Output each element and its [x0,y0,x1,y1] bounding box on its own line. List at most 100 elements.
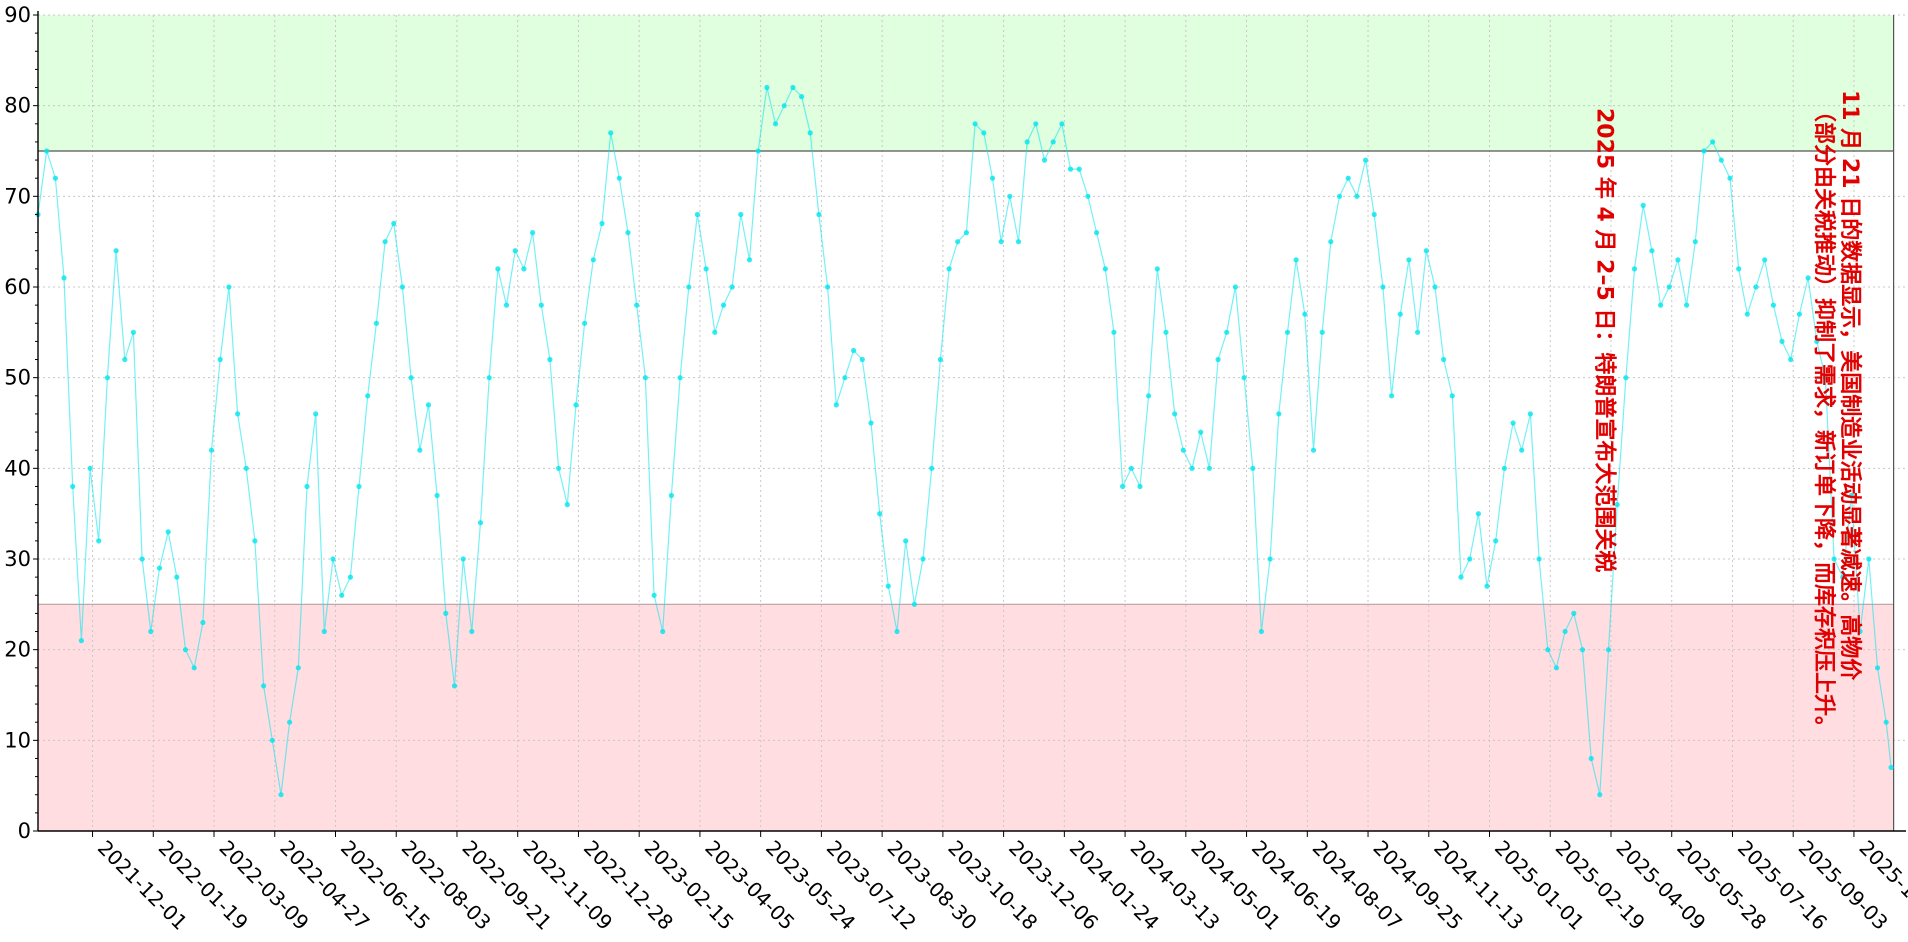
data-point [347,574,353,580]
data-point [712,329,718,335]
data-point [1684,302,1690,308]
data-point [1120,483,1126,490]
data-point [877,511,883,517]
data-point [495,266,501,272]
data-point [842,375,848,381]
data-point [1467,556,1473,562]
data-point [382,239,388,245]
data-point [651,592,657,598]
annotations: 2025 年 4 月 2–5 日：特朗普宣布大范围关税 11 月 21 日的数据… [1591,90,1863,738]
data-point [634,302,640,308]
y-tick-label: 70 [4,184,31,208]
data-point [469,628,475,635]
data-point [738,211,744,218]
y-tick-label: 90 [4,3,31,27]
data-point [1874,665,1881,671]
data-point [208,447,215,453]
data-point [686,284,692,290]
data-point [1224,329,1230,335]
data-point [1180,447,1186,453]
data-point [113,248,119,254]
data-point [174,574,180,580]
y-tick-label: 30 [4,547,31,571]
data-point [1397,311,1403,317]
data-point [1883,719,1889,725]
data-point [1727,175,1733,181]
data-point [1380,284,1386,290]
data-point [235,411,241,417]
data-point [1614,502,1620,508]
data-point [1336,193,1343,199]
data-point [1458,574,1464,580]
y-axis-ticks: 0 10 20 30 40 50 60 70 80 90 [4,3,38,843]
data-point [1848,492,1855,499]
data-point [486,375,492,381]
data-point [903,538,909,544]
data-point [547,356,553,363]
annotation-manufacturing-line-1: 11 月 21 日的数据显示，美国制造业活动显著减速。高物价 [1837,90,1863,681]
data-point [1198,429,1204,435]
data-point [1310,447,1317,453]
data-point [1111,329,1117,335]
data-point [391,220,397,227]
data-point [1406,257,1412,263]
data-point [1666,284,1672,290]
data-point [313,411,319,417]
data-point [1094,230,1100,236]
data-point [165,529,171,535]
data-point [616,175,622,181]
data-point [1146,393,1152,399]
data-point [998,239,1004,245]
annotation-manufacturing-line-2: （部分由关税推动）抑制了需求，新订单下降，而库存积压上升。 [1811,100,1837,738]
x-axis-ticks: 2021-12-012022-01-192022-03-092022-04-27… [92,831,1908,935]
data-point [434,492,440,499]
data-point [1640,202,1646,208]
series-group [35,84,1894,798]
data-point [729,284,735,290]
data-point [443,610,449,617]
data-point [1692,239,1698,245]
data-point [321,628,327,635]
data-point [920,556,926,562]
data-point [1423,248,1429,254]
data-point [599,220,605,227]
data-point [61,275,67,281]
data-point [859,356,865,363]
data-point [1762,257,1768,263]
data-point [252,538,258,544]
data-point [512,248,518,254]
data-point [1215,356,1221,363]
data-point [694,211,701,218]
data-point [1501,465,1507,471]
data-point [1258,628,1264,635]
data-point [287,719,293,725]
data-point [1432,284,1438,290]
data-point [182,647,189,653]
data-point [1519,447,1525,453]
data-point [278,792,284,798]
data-point [1041,157,1048,163]
data-point [1718,157,1724,163]
data-point [1389,393,1395,399]
data-point [417,447,423,453]
data-point [1484,583,1490,589]
data-point [1571,610,1577,617]
data-point [1102,266,1108,272]
data-point [1796,311,1802,317]
data-point [304,483,310,490]
data-point [1822,375,1828,381]
data-point [1345,175,1351,181]
data-point [1527,411,1533,417]
data-point [521,266,527,272]
data-point [642,375,649,381]
data-point [1788,356,1794,363]
data-point [1328,239,1334,245]
data-point [1076,166,1082,172]
data-point [799,94,805,100]
data-point [1363,157,1369,163]
data-point [955,239,961,245]
data-point [1536,556,1542,562]
data-point [625,230,631,236]
data-point [816,211,822,218]
data-point [1033,121,1039,127]
